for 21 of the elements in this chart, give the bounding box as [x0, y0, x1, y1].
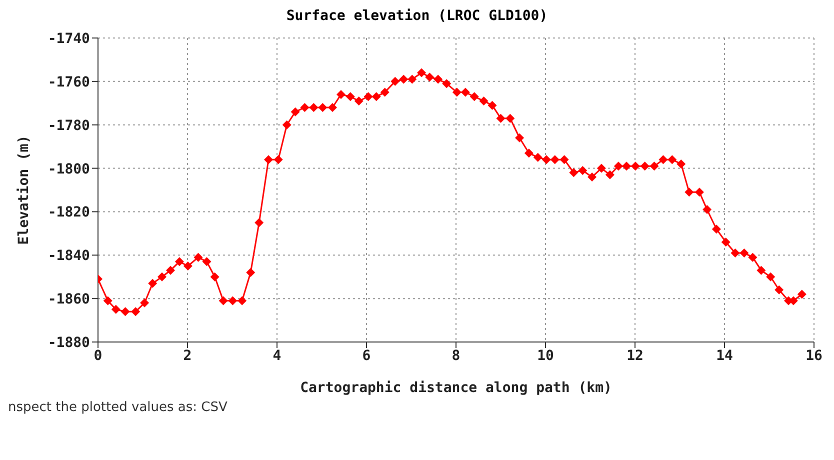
y-tick-label: -1740	[48, 30, 90, 47]
y-tick-label: -1840	[48, 248, 90, 264]
y-tick-label: -1760	[48, 74, 90, 90]
chart-title: Surface elevation (LROC GLD100)	[285, 8, 549, 26]
x-tick-label: 0	[94, 348, 102, 364]
y-tick-label: -1820	[48, 204, 90, 221]
text: nspect the plotted values as: CSV	[8, 400, 228, 415]
x-tick-label: 14	[716, 348, 733, 364]
x-tick-label: 2	[183, 348, 192, 364]
y-tick-label: -1800	[48, 161, 90, 178]
x-tick-label: 4	[272, 348, 282, 364]
x-tick-label: 8	[452, 348, 460, 364]
y-tick-label: -1780	[48, 118, 90, 134]
y-axis-title: Elevation (m)	[16, 135, 32, 245]
x-axis-title: Cartographic distance along path (km)	[300, 380, 612, 396]
y-tick-label: -1860	[48, 292, 90, 308]
y-tick-label: -1880	[48, 334, 90, 351]
x-tick-label: 6	[362, 348, 371, 364]
x-tick-label: 16	[806, 348, 822, 364]
x-tick-label: 12	[626, 348, 644, 364]
x-tick-label: 10	[537, 348, 554, 364]
